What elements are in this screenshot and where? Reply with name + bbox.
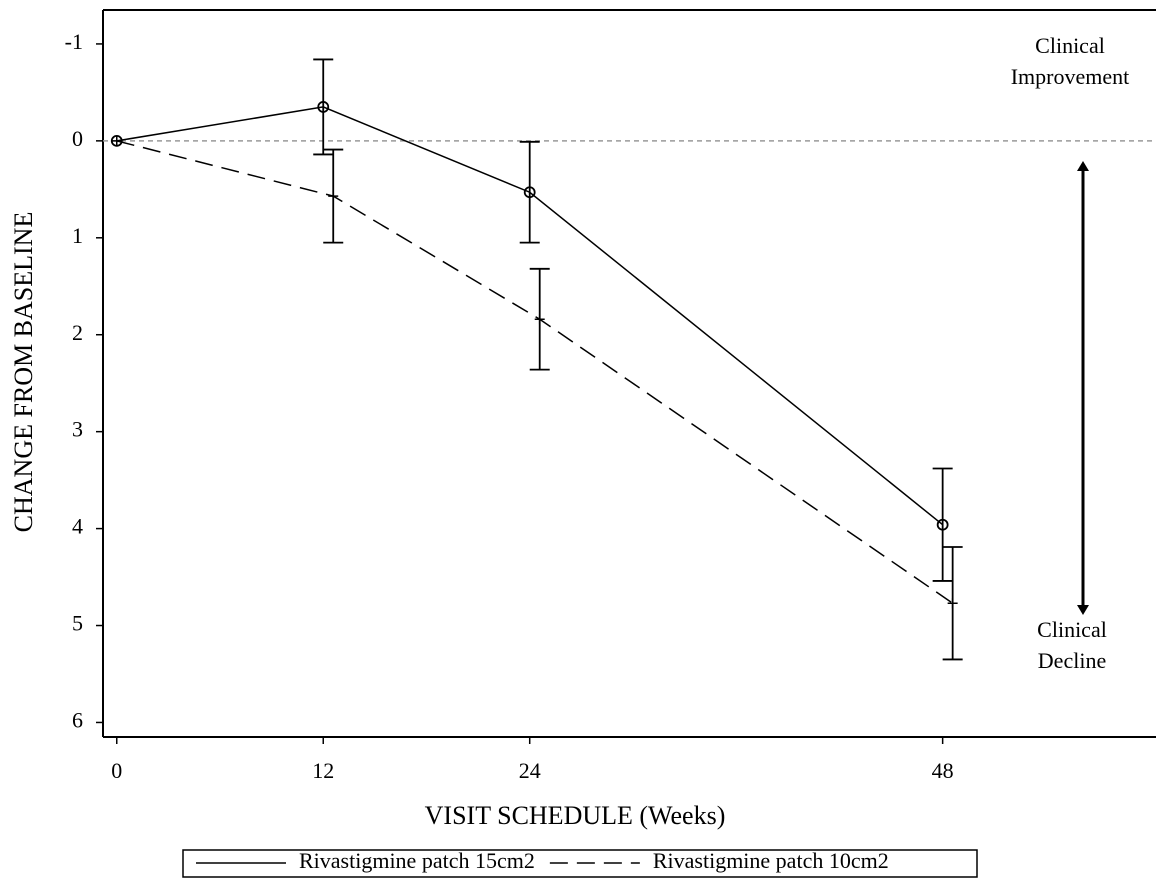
error-bar: [519, 140, 540, 244]
marker: [523, 186, 536, 199]
x-tick-label: 24: [519, 758, 541, 783]
annotation: Clinical: [1037, 617, 1107, 642]
marker: [111, 135, 122, 146]
marker: [317, 101, 330, 113]
marker: [947, 598, 958, 609]
x-tick-label: 48: [932, 758, 954, 783]
y-tick-label: -1: [65, 29, 83, 54]
series-line: [116, 140, 954, 604]
annotation: Decline: [1038, 648, 1106, 673]
error-bar: [932, 467, 953, 582]
y-tick-label: 3: [72, 417, 83, 442]
annotation: Improvement: [1011, 64, 1130, 89]
x-axis-title: VISIT SCHEDULE (Weeks): [425, 801, 726, 830]
y-axis-title: CHANGE FROM BASELINE: [9, 212, 38, 533]
x-tick-label: 12: [312, 758, 334, 783]
y-tick-label: 1: [72, 223, 83, 248]
marker: [328, 191, 339, 202]
x-tick-label: 0: [111, 758, 122, 783]
y-tick-label: 5: [72, 611, 83, 636]
legend-label: Rivastigmine patch 15cm2: [299, 848, 535, 873]
marker: [534, 314, 545, 325]
error-bar: [313, 58, 334, 156]
legend-label: Rivastigmine patch 10cm2: [653, 848, 889, 873]
y-tick-label: 4: [72, 514, 83, 539]
y-tick-label: 6: [72, 708, 83, 733]
annotation: Clinical: [1035, 33, 1105, 58]
series-line: [116, 106, 944, 526]
y-tick-label: 0: [72, 126, 83, 151]
marker: [936, 518, 949, 531]
y-tick-label: 2: [72, 320, 83, 345]
legend-box: [182, 849, 978, 878]
